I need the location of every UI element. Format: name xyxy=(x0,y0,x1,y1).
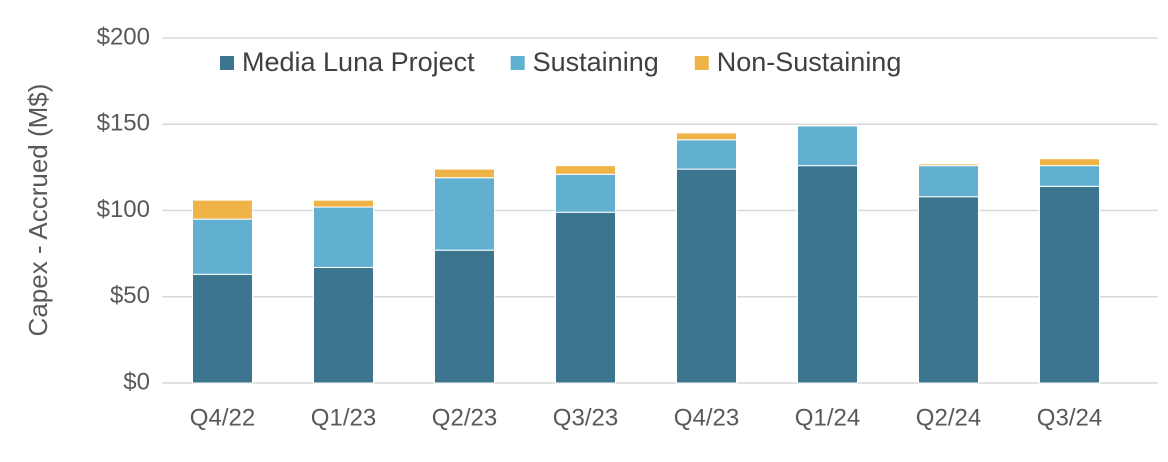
bar-segment xyxy=(555,173,616,213)
bar-segment xyxy=(192,199,253,220)
bar-segment xyxy=(676,139,737,170)
bar-segment xyxy=(555,165,616,175)
y-tick-label: $100 xyxy=(97,196,150,223)
bar-segment xyxy=(1039,158,1100,167)
bar-segment xyxy=(676,168,737,384)
x-tick-label: Q1/24 xyxy=(795,404,860,431)
bar-segment xyxy=(434,249,495,384)
x-tick-label: Q4/23 xyxy=(674,404,739,431)
bar-segment xyxy=(797,125,858,167)
legend-swatch xyxy=(220,56,234,70)
bar-segment xyxy=(313,206,374,268)
bar-segment xyxy=(192,218,253,275)
x-tick-label: Q4/22 xyxy=(190,404,255,431)
legend-label: Media Luna Project xyxy=(242,47,475,77)
legend-label: Non-Sustaining xyxy=(717,47,902,77)
y-axis-label: Capex - Accrued (M$) xyxy=(23,84,53,337)
x-tick-label: Q3/23 xyxy=(553,404,618,431)
legend-label: Sustaining xyxy=(533,47,659,77)
y-tick-label: $150 xyxy=(97,110,150,137)
bar-segment xyxy=(313,266,374,384)
y-tick-label: $50 xyxy=(110,282,150,309)
bar-segment xyxy=(1039,185,1100,384)
y-tick-label: $0 xyxy=(123,368,150,395)
x-tick-label: Q1/23 xyxy=(311,404,376,431)
bar-segment xyxy=(192,273,253,384)
legend-swatch xyxy=(510,56,525,70)
x-tick-label: Q2/24 xyxy=(916,404,981,431)
x-tick-label: Q2/23 xyxy=(432,404,497,431)
bar-segment xyxy=(918,196,979,384)
bar-segment xyxy=(676,132,737,141)
bar-segment xyxy=(313,199,374,208)
x-tick-label: Q3/24 xyxy=(1037,404,1102,431)
bar-segment xyxy=(918,165,979,198)
bar-segment xyxy=(434,168,495,179)
bar-segment xyxy=(1039,165,1100,187)
bar-segment xyxy=(918,163,979,167)
y-tick-label: $200 xyxy=(97,23,150,50)
bar-segment xyxy=(555,211,616,384)
legend-swatch xyxy=(694,56,709,70)
bar-segment xyxy=(434,177,495,251)
bar-segment xyxy=(797,165,858,384)
